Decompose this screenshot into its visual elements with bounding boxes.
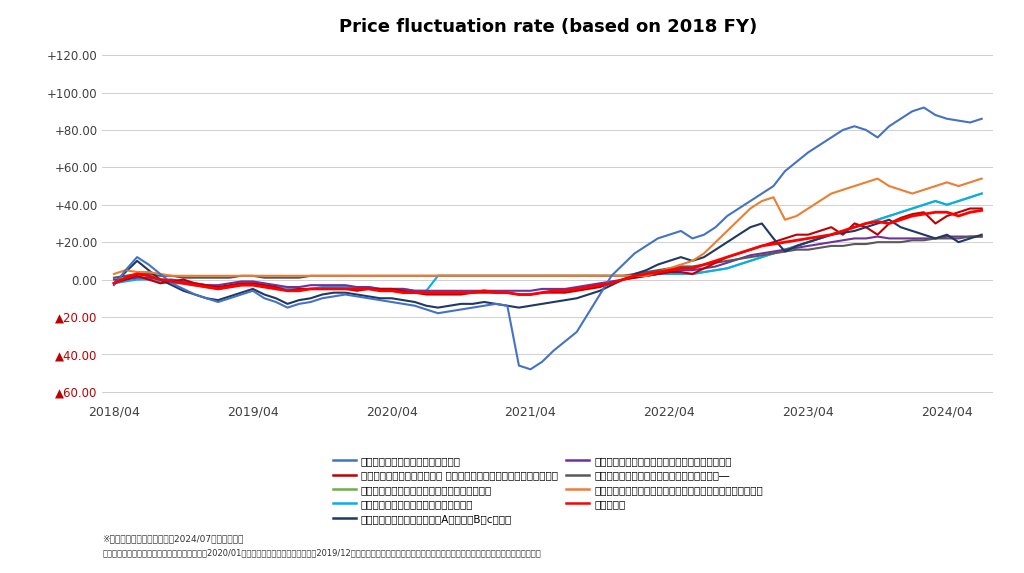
Title: Price fluctuation rate (based on 2018 FY): Price fluctuation rate (based on 2018 FY… bbox=[339, 18, 757, 36]
Text: なお、国内企業物価指数（産業用電気機器）は2020/01以降のデータしかないことから、2019/12までは、その上位階層の集計である国内企業物価指数（電気機器）: なお、国内企業物価指数（産業用電気機器）は2020/01以降のデータしかないこと… bbox=[102, 549, 541, 558]
Legend: 【日銀】国内企業物価指数（鉄飼）, 【厉労省】每月勤労統計調査 現金給与総額（季節調整あり・製造業）, 【日銀】国内企業物価指数（産業用電気機器）, 【日銀】国: 【日銀】国内企業物価指数（鉄飼）, 【厉労省】每月勤労統計調査 現金給与総額（季… bbox=[333, 456, 763, 524]
Text: ※各種指標は、全指標が揃う2024/07までを掃載。: ※各種指標は、全指標が揃う2024/07までを掃載。 bbox=[102, 535, 244, 543]
